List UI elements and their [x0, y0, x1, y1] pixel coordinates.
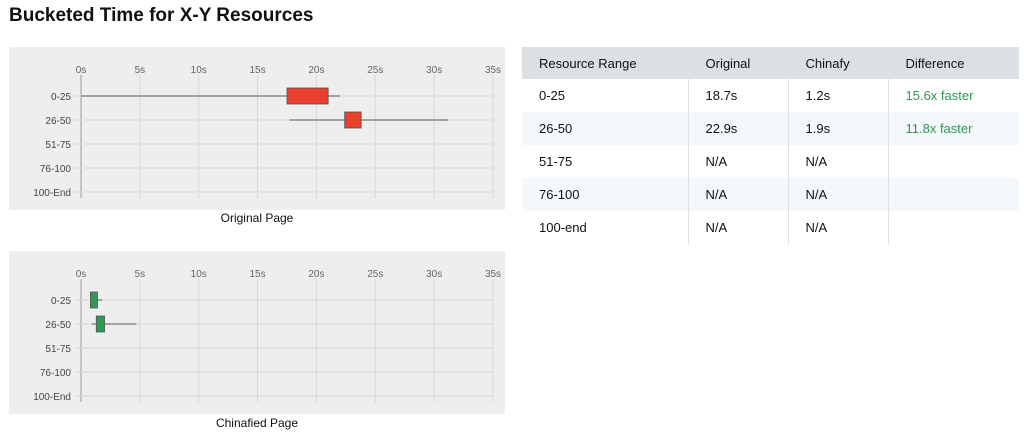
table-header-row: Resource Range Original Chinafy Differen…	[522, 47, 1019, 79]
y-tick-label: 51-75	[45, 344, 71, 355]
chinafy-time-cell: 1.2s	[787, 79, 888, 112]
y-tick-label: 76-100	[40, 368, 72, 379]
y-tick-label: 26-50	[45, 320, 71, 331]
column-header-chinafy: Chinafy	[787, 47, 888, 79]
difference-cell: 15.6x faster	[887, 79, 1019, 112]
y-tick-label: 51-75	[45, 140, 71, 151]
original-time-cell: N/A	[687, 178, 788, 211]
x-tick-label: 35s	[485, 65, 501, 76]
original-page-caption: Original Page	[220, 211, 294, 225]
y-tick-label: 100-End	[33, 392, 71, 403]
original-time-cell: 18.7s	[687, 79, 788, 112]
box-mark	[344, 111, 362, 129]
x-tick-label: 10s	[191, 65, 207, 76]
page-title: Bucketed Time for X-Y Resources	[9, 5, 314, 26]
x-tick-label: 5s	[135, 65, 146, 76]
x-tick-label: 5s	[135, 269, 146, 280]
original-time-cell: N/A	[687, 211, 788, 244]
original-time-cell: 22.9s	[687, 112, 788, 145]
table-row: 76-100 N/A N/A	[522, 178, 1019, 211]
original-page-chart-svg: 0s 5s 10s 15s 20s 25s 30s 35s 0-25 26-50 51-75 76-1…	[33, 65, 501, 199]
y-tick-label: 0-25	[51, 296, 71, 307]
box-mark	[95, 315, 105, 333]
resource-range-cell: 0-25	[522, 79, 688, 112]
x-tick-label: 30s	[426, 65, 442, 76]
box-mark	[286, 87, 329, 105]
resource-range-cell: 76-100	[522, 178, 688, 211]
column-header-original: Original	[687, 47, 788, 79]
resource-comparison-table: Resource Range Original Chinafy Differen…	[522, 47, 1019, 244]
x-tick-label: 25s	[367, 65, 383, 76]
chinafied-page-chart-svg: 0s 5s 10s 15s 20s 25s 30s 35s 0-25 26-50 51-75 76-1…	[33, 269, 501, 403]
chinafied-page-caption: Chinafied Page	[215, 416, 299, 430]
resource-range-cell: 26-50	[522, 112, 688, 145]
x-tick-label: 10s	[191, 269, 207, 280]
y-tick-label: 26-50	[45, 116, 71, 127]
x-tick-label: 30s	[426, 269, 442, 280]
column-header-difference: Difference	[887, 47, 1019, 79]
resource-range-cell: 100-end	[522, 211, 688, 244]
difference-cell	[887, 145, 1019, 178]
x-tick-label: 20s	[308, 269, 324, 280]
box-mark	[90, 291, 98, 309]
x-tick-label: 25s	[367, 269, 383, 280]
table-row: 100-end N/A N/A	[522, 211, 1019, 244]
chinafied-page-chart: 0s 5s 10s 15s 20s 25s 30s 35s 0-25 26-50 51-75 76-1…	[9, 251, 505, 414]
y-tick-label: 100-End	[33, 188, 71, 199]
table-row: 26-50 22.9s 1.9s 11.8x faster	[522, 112, 1019, 145]
x-tick-label: 0s	[76, 269, 87, 280]
x-tick-label: 20s	[308, 65, 324, 76]
chinafy-time-cell: N/A	[787, 145, 888, 178]
original-time-cell: N/A	[687, 145, 788, 178]
x-tick-label: 15s	[250, 269, 266, 280]
x-tick-label: 0s	[76, 65, 87, 76]
table-row: 0-25 18.7s 1.2s 15.6x faster	[522, 79, 1019, 112]
resource-range-cell: 51-75	[522, 145, 688, 178]
y-tick-label: 0-25	[51, 92, 71, 103]
chinafy-time-cell: N/A	[787, 211, 888, 244]
column-header-resource-range: Resource Range	[522, 47, 688, 79]
difference-cell	[887, 211, 1019, 244]
x-tick-label: 15s	[250, 65, 266, 76]
x-tick-label: 35s	[485, 269, 501, 280]
y-tick-label: 76-100	[40, 164, 72, 175]
difference-cell	[887, 178, 1019, 211]
chinafy-time-cell: 1.9s	[787, 112, 888, 145]
table-row: 51-75 N/A N/A	[522, 145, 1019, 178]
difference-cell: 11.8x faster	[887, 112, 1019, 145]
chinafy-time-cell: N/A	[787, 178, 888, 211]
original-page-chart: 0s 5s 10s 15s 20s 25s 30s 35s 0-25 26-50 51-75 76-1…	[9, 47, 505, 210]
